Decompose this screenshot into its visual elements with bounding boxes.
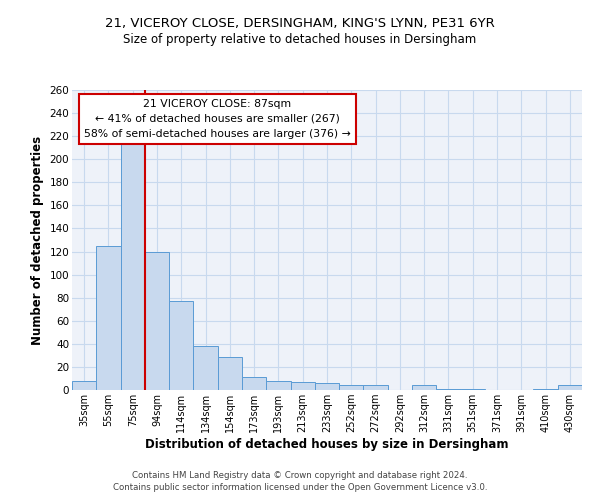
Bar (169, 301, 193, 390)
Bar (218, 356, 242, 390)
Bar (145, 252, 169, 390)
Bar (242, 378, 266, 390)
Text: Size of property relative to detached houses in Dersingham: Size of property relative to detached ho… (124, 32, 476, 46)
Bar (96, 246, 121, 390)
Y-axis label: Number of detached properties: Number of detached properties (31, 136, 44, 344)
Bar (412, 386, 436, 390)
Bar (266, 381, 290, 390)
Text: Contains public sector information licensed under the Open Government Licence v3: Contains public sector information licen… (113, 484, 487, 492)
Bar (364, 386, 388, 390)
Bar (315, 383, 339, 390)
Bar (461, 389, 485, 390)
X-axis label: Distribution of detached houses by size in Dersingham: Distribution of detached houses by size … (145, 438, 509, 451)
Bar (533, 389, 558, 390)
Bar (121, 138, 145, 390)
Text: 21 VICEROY CLOSE: 87sqm
← 41% of detached houses are smaller (267)
58% of semi-d: 21 VICEROY CLOSE: 87sqm ← 41% of detache… (84, 99, 351, 138)
Bar (558, 386, 582, 390)
Text: 21, VICEROY CLOSE, DERSINGHAM, KING'S LYNN, PE31 6YR: 21, VICEROY CLOSE, DERSINGHAM, KING'S LY… (105, 18, 495, 30)
Bar (72, 381, 96, 390)
Bar (290, 382, 315, 390)
Bar (193, 346, 218, 390)
Bar (436, 389, 461, 390)
Text: Contains HM Land Registry data © Crown copyright and database right 2024.: Contains HM Land Registry data © Crown c… (132, 471, 468, 480)
Bar (339, 386, 364, 390)
